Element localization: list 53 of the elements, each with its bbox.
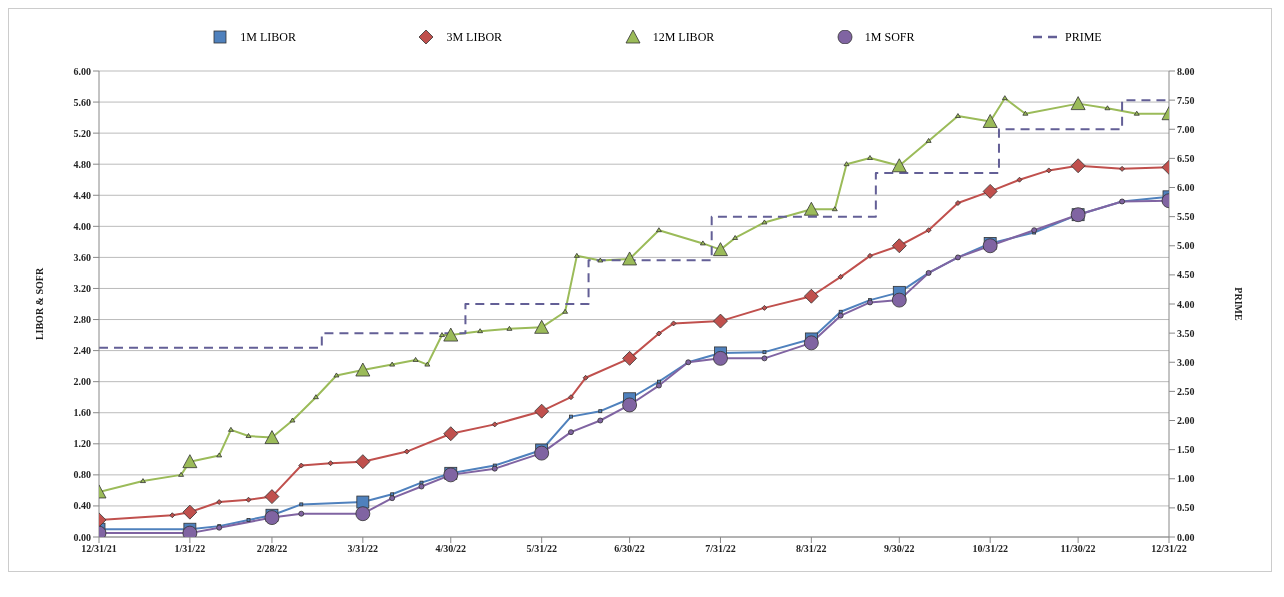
y-tick-label: 4.00	[73, 220, 91, 232]
y-tick-label: 3.20	[73, 283, 91, 295]
y2-tick-label: 2.50	[1177, 385, 1195, 397]
x-tick-label: 1/31/22	[174, 543, 206, 555]
y2-tick-label: 1.00	[1177, 473, 1195, 485]
x-tick-label: 7/31/22	[705, 543, 736, 555]
y-tick-label: 4.80	[73, 158, 91, 170]
x-tick-label: 12/31/21	[81, 543, 117, 555]
legend-label: 1M LIBOR	[240, 29, 296, 45]
y-tick-label: 5.60	[73, 96, 91, 108]
legend-label: PRIME	[1065, 29, 1102, 45]
y2-tick-label: 6.00	[1177, 182, 1195, 194]
y2-tick-label: 7.50	[1177, 94, 1195, 106]
y2-tick-label: 0.50	[1177, 502, 1195, 514]
x-tick-label: 5/31/22	[526, 543, 557, 555]
y-tick-label: 0.00	[73, 531, 91, 543]
legend-label: 12M LIBOR	[652, 29, 715, 45]
x-tick-label: 6/30/22	[614, 543, 645, 555]
y2-tick-label: 5.00	[1177, 240, 1195, 252]
y-tick-label: 0.40	[73, 500, 91, 512]
y2-tick-label: 4.00	[1177, 298, 1195, 310]
legend-label: 3M LIBOR	[446, 29, 503, 45]
x-tick-label: 12/31/22	[1151, 543, 1187, 555]
y2-tick-label: 3.00	[1177, 356, 1195, 368]
y2-tick-label: 3.50	[1177, 327, 1195, 339]
y-tick-label: 2.80	[73, 314, 91, 326]
y2-tick-label: 5.50	[1177, 211, 1195, 223]
y-tick-label: 1.60	[73, 407, 91, 419]
y-tick-label: 2.40	[73, 345, 91, 357]
y-tick-label: 1.20	[73, 438, 91, 450]
y-tick-label: 2.00	[73, 376, 91, 388]
y2-tick-label: 4.50	[1177, 269, 1195, 281]
y-axis-title: LIBOR & SOFR	[33, 267, 45, 341]
y-tick-label: 6.00	[73, 65, 91, 77]
x-tick-label: 4/30/22	[435, 543, 467, 555]
x-tick-label: 10/31/22	[972, 543, 1008, 555]
y2-tick-label: 0.00	[1177, 531, 1195, 543]
y-tick-label: 0.80	[73, 469, 91, 481]
x-tick-label: 3/31/22	[347, 543, 379, 555]
x-tick-label: 8/31/22	[796, 543, 827, 555]
x-tick-label: 11/30/22	[1060, 543, 1096, 555]
y2-axis-title: PRIME	[1233, 287, 1245, 321]
y-tick-label: 5.20	[73, 127, 91, 139]
y2-tick-label: 8.00	[1177, 65, 1195, 77]
x-tick-label: 9/30/22	[884, 543, 915, 555]
y2-tick-label: 2.00	[1177, 415, 1195, 427]
y2-tick-label: 6.50	[1177, 152, 1195, 164]
y-tick-label: 4.40	[73, 189, 91, 201]
y2-tick-label: 1.50	[1177, 444, 1195, 456]
legend-label: 1M SOFR	[864, 29, 915, 45]
x-tick-label: 2/28/22	[256, 543, 288, 555]
y-tick-label: 3.60	[73, 251, 91, 263]
y2-tick-label: 7.00	[1177, 123, 1195, 135]
